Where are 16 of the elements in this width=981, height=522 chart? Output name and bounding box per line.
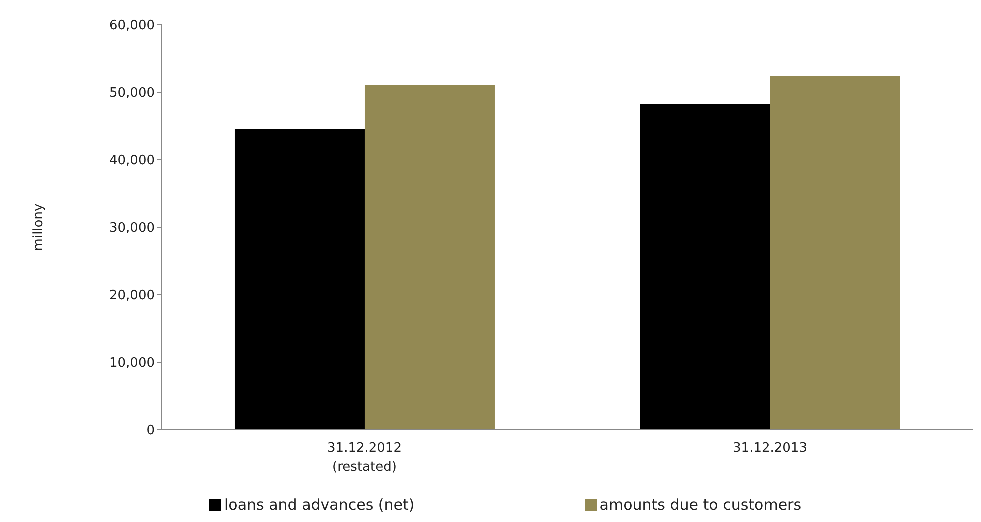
bar — [364, 85, 495, 430]
y-tick-label: 10,000 — [110, 356, 155, 372]
y-tick-label: 20,000 — [110, 288, 155, 304]
x-tick-label: 31.12.2013 — [733, 441, 808, 456]
y-tick-label: 30,000 — [110, 221, 155, 236]
y-axis-title: millony — [32, 204, 47, 252]
x-tick-label: 31.12.2012 (restated) — [328, 441, 402, 475]
y-tick-label: 50,000 — [110, 86, 155, 102]
y-tick-label: 60,000 — [110, 18, 155, 34]
bar — [234, 128, 365, 430]
legend-label: loans and advances (net) — [223, 496, 415, 514]
legend-label: amounts due to customers — [598, 496, 802, 514]
y-tick-label: 0 — [146, 424, 155, 439]
bar — [640, 104, 770, 430]
y-tick-label: 40,000 — [110, 154, 155, 169]
bar — [770, 76, 900, 430]
